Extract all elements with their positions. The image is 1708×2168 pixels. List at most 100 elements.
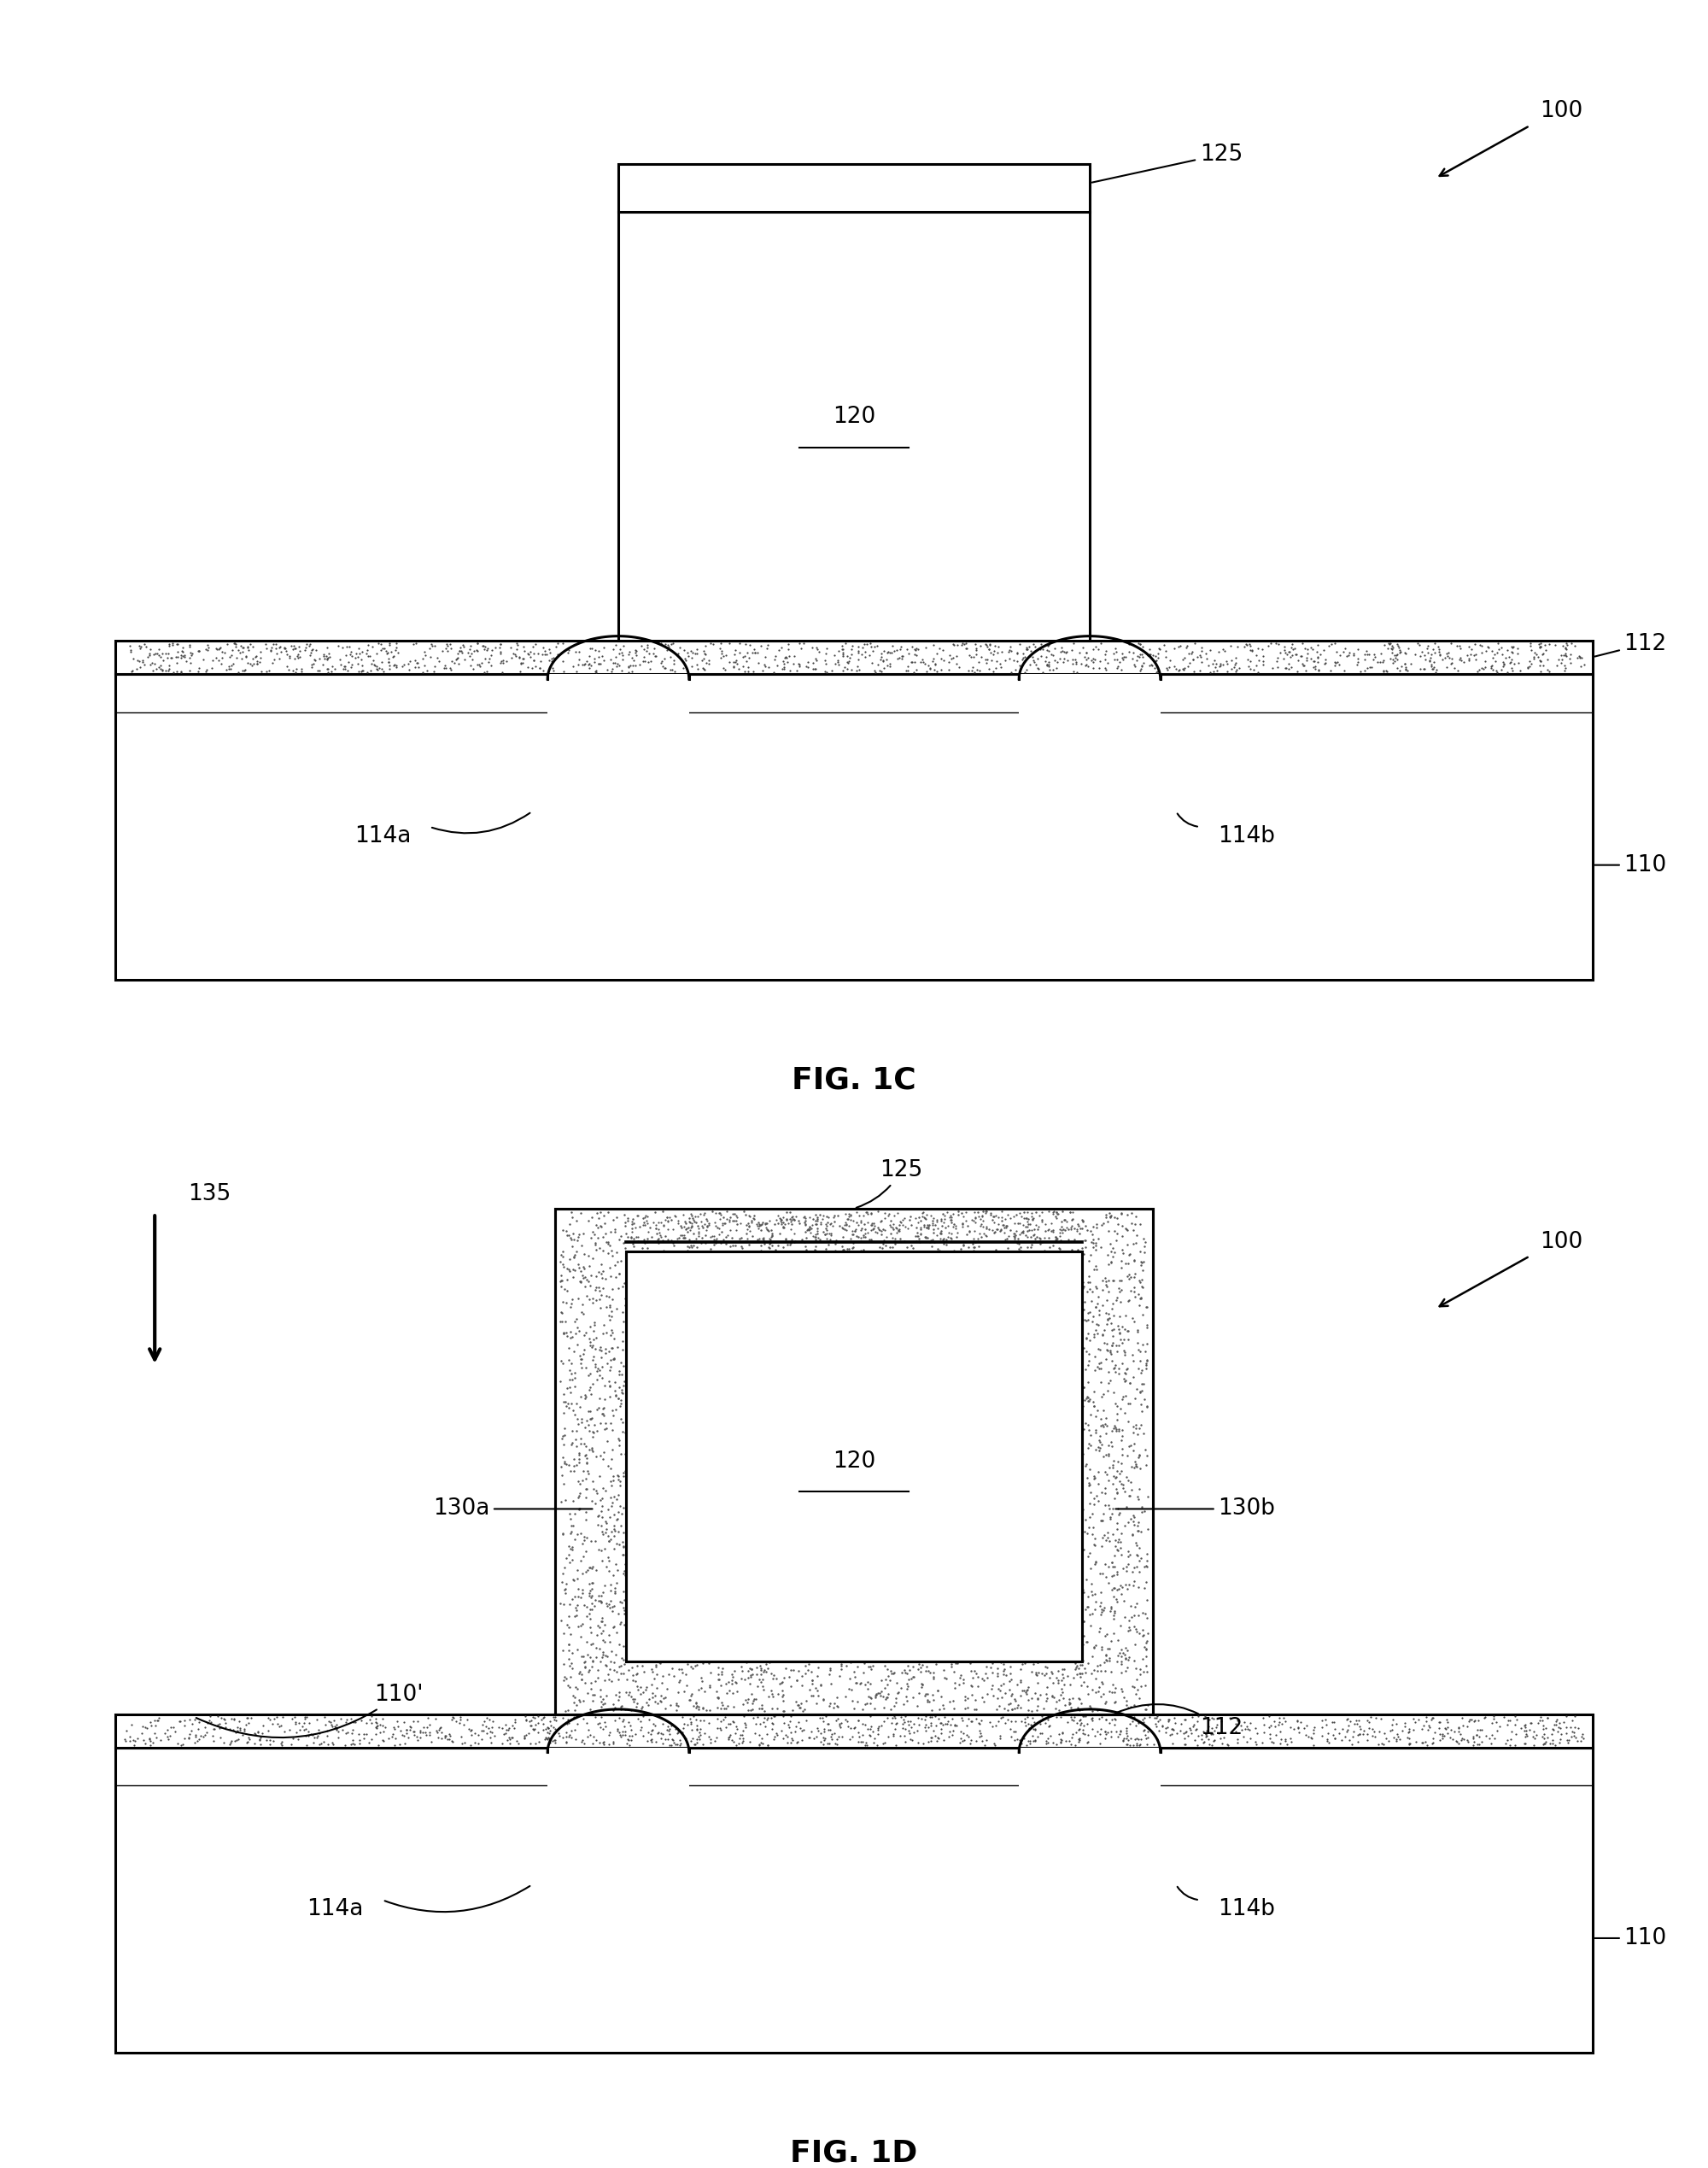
Point — [1223, 1702, 1250, 1737]
Point — [550, 1444, 577, 1479]
Point — [997, 1372, 1025, 1407]
Point — [1102, 1472, 1129, 1507]
Point — [647, 182, 675, 217]
Point — [810, 1199, 837, 1234]
Point — [685, 1322, 712, 1357]
Point — [839, 182, 866, 217]
Point — [810, 1719, 837, 1754]
Point — [625, 1583, 652, 1617]
Point — [1011, 1593, 1038, 1628]
Point — [541, 1726, 569, 1760]
Point — [847, 1223, 874, 1257]
Point — [859, 1212, 886, 1247]
Point — [1570, 1721, 1597, 1756]
Point — [1038, 1600, 1066, 1635]
Point — [950, 1602, 977, 1637]
Point — [676, 1682, 704, 1717]
Point — [1020, 1524, 1047, 1559]
Point — [586, 1270, 613, 1305]
Point — [786, 1589, 813, 1624]
Point — [1074, 1466, 1102, 1500]
Point — [659, 1227, 687, 1262]
Point — [1059, 1316, 1086, 1351]
Point — [284, 640, 311, 674]
Point — [852, 640, 880, 674]
Point — [570, 1251, 598, 1286]
Point — [909, 1667, 936, 1702]
Point — [741, 1437, 769, 1472]
Point — [1467, 1724, 1494, 1758]
Point — [897, 1721, 924, 1756]
Point — [854, 1307, 881, 1342]
Point — [531, 1719, 559, 1754]
Point — [1038, 1331, 1066, 1366]
Point — [1001, 1489, 1028, 1524]
Point — [845, 1335, 873, 1370]
Point — [996, 158, 1023, 193]
Point — [610, 1656, 637, 1691]
Point — [842, 1539, 869, 1574]
Point — [1320, 1721, 1348, 1756]
Point — [688, 184, 716, 219]
Point — [1527, 1704, 1554, 1739]
Point — [687, 1715, 714, 1750]
Point — [1050, 644, 1078, 679]
Point — [661, 1266, 688, 1301]
Point — [610, 1314, 637, 1348]
Point — [722, 1541, 750, 1576]
Point — [693, 1550, 721, 1585]
Point — [272, 1715, 299, 1750]
Point — [1472, 633, 1500, 668]
Point — [1030, 169, 1057, 204]
Point — [1033, 1385, 1061, 1420]
Point — [1027, 631, 1054, 666]
Point — [697, 1388, 724, 1422]
Point — [1344, 642, 1372, 676]
Point — [594, 1448, 622, 1483]
Point — [794, 1264, 822, 1299]
Point — [900, 1715, 927, 1750]
Point — [137, 1708, 164, 1743]
Point — [374, 644, 401, 679]
Point — [956, 1257, 984, 1292]
Point — [1126, 1554, 1153, 1589]
Point — [958, 1262, 986, 1296]
Point — [839, 1455, 866, 1489]
Point — [553, 1262, 581, 1296]
Point — [1015, 1201, 1042, 1236]
Point — [893, 1305, 921, 1340]
Point — [601, 640, 629, 674]
Point — [1095, 1301, 1122, 1335]
Point — [1556, 646, 1583, 681]
Point — [630, 1500, 658, 1535]
Point — [1003, 1214, 1030, 1249]
Point — [801, 167, 828, 202]
Point — [770, 1351, 798, 1385]
Point — [569, 1639, 596, 1674]
Point — [1544, 648, 1571, 683]
Point — [417, 627, 444, 661]
Point — [1023, 1429, 1050, 1463]
Point — [851, 1646, 878, 1680]
Point — [1331, 1719, 1358, 1754]
Point — [716, 1554, 743, 1589]
Point — [868, 1539, 895, 1574]
Point — [765, 1409, 793, 1444]
Point — [629, 1598, 656, 1633]
Point — [960, 1234, 987, 1268]
Text: 114b: 114b — [1218, 826, 1276, 848]
Point — [601, 1379, 629, 1414]
Point — [926, 1548, 953, 1583]
Point — [1018, 1546, 1045, 1580]
Point — [933, 1481, 960, 1515]
Point — [789, 1602, 816, 1637]
Point — [852, 1728, 880, 1763]
Point — [567, 1351, 594, 1385]
Point — [1050, 1613, 1078, 1648]
Point — [705, 1303, 733, 1338]
Point — [685, 1672, 712, 1706]
Point — [917, 1424, 945, 1459]
Point — [1300, 1713, 1327, 1747]
Point — [683, 1691, 711, 1726]
Point — [868, 1628, 895, 1663]
